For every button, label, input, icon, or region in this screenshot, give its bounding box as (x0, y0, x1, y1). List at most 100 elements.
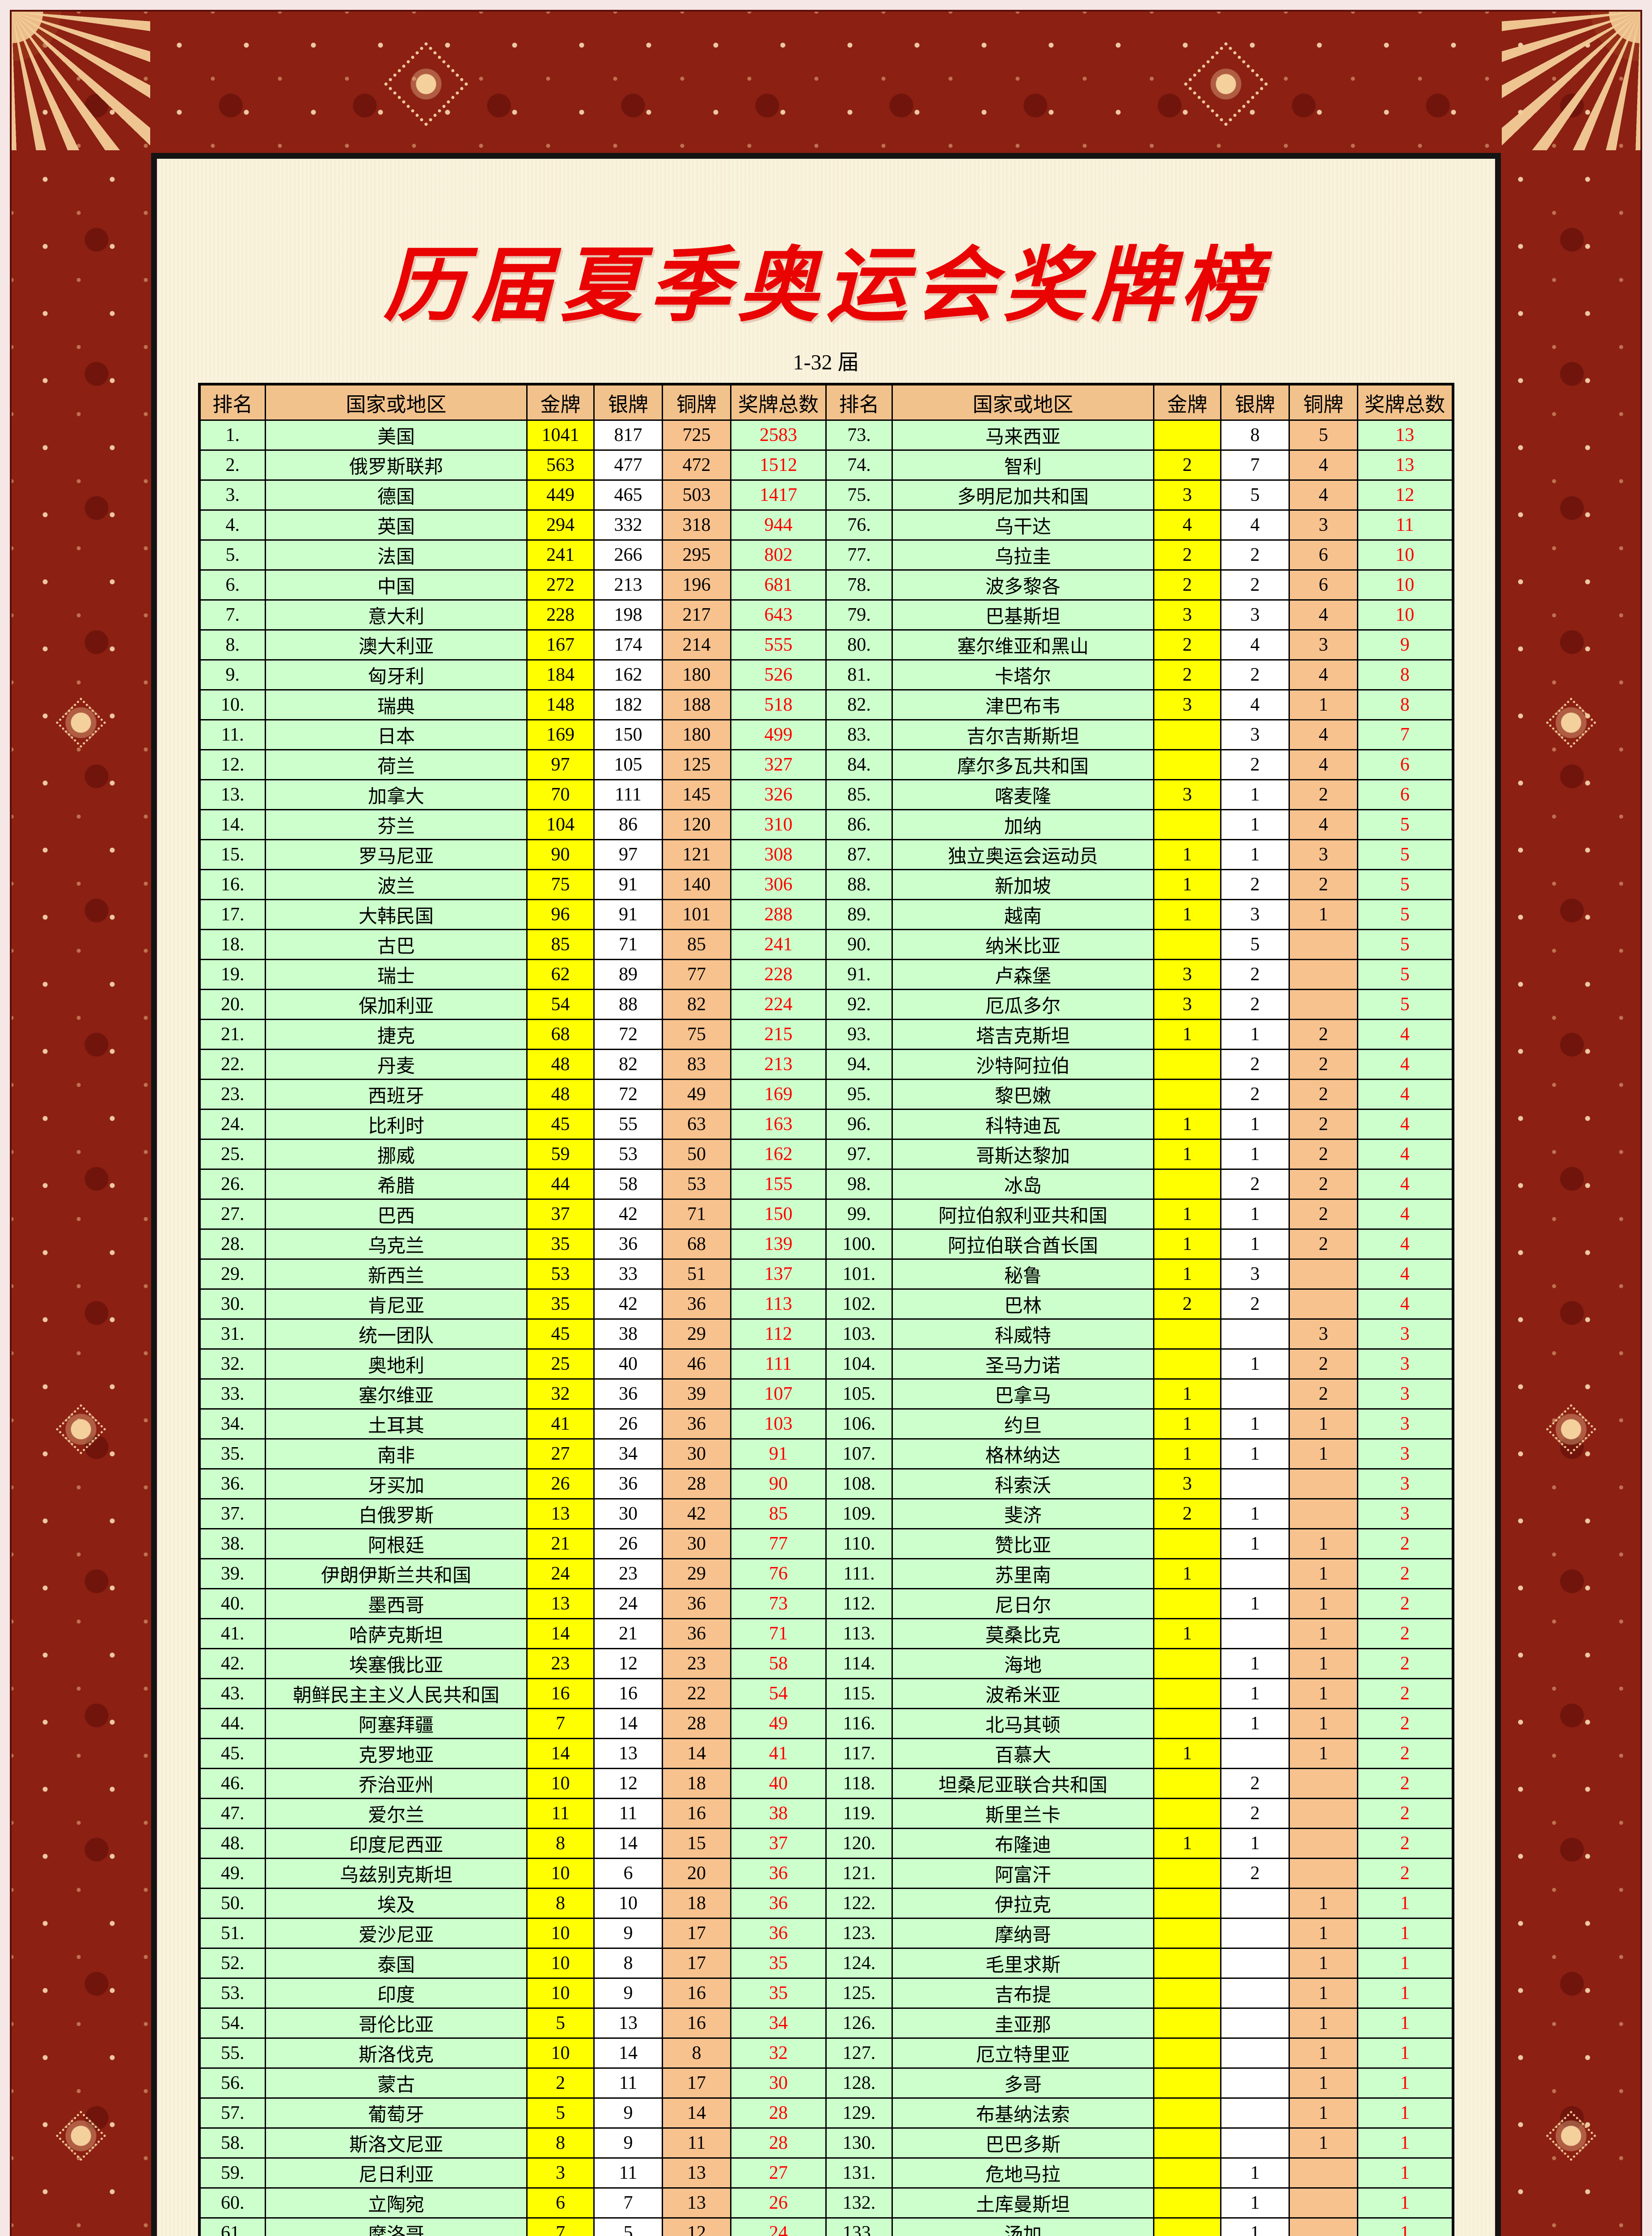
right-silver-cell: 1 (1220, 2187, 1290, 2219)
table-row: 57. 葡萄牙 5 9 14 28 129. 布基纳法索 1 1 (199, 2097, 1453, 2129)
left-total-cell: 150 (730, 1198, 827, 1230)
left-gold-cell: 10 (526, 2037, 595, 2069)
right-name-cell: 格林纳达 (891, 1438, 1154, 1470)
left-name-cell: 巴西 (265, 1198, 528, 1230)
left-rank-cell: 56. (199, 2067, 266, 2099)
right-rank-cell: 101. (825, 1258, 893, 1290)
right-rank-cell: 119. (825, 1798, 893, 1829)
right-name-cell: 土库曼斯坦 (891, 2187, 1154, 2219)
left-rank-cell: 21. (199, 1019, 266, 1050)
left-gold-cell: 37 (526, 1198, 595, 1230)
left-bronze-cell: 82 (662, 989, 731, 1021)
right-total-cell: 1 (1357, 1978, 1453, 2009)
right-rank-cell: 105. (825, 1378, 893, 1410)
frame-diamond-ornament (55, 697, 106, 748)
right-rank-cell: 91. (825, 959, 893, 991)
right-silver-cell: 2 (1220, 1288, 1290, 1320)
table-row: 42. 埃塞俄比亚 23 12 23 58 114. 海地 1 1 2 (199, 1648, 1453, 1680)
right-gold-cell: 3 (1153, 689, 1221, 721)
right-silver-cell: 3 (1220, 599, 1290, 631)
right-gold-cell (1153, 1318, 1221, 1350)
left-bronze-cell: 36 (662, 1618, 731, 1650)
right-total-cell: 1 (1357, 1888, 1453, 1919)
right-rank-cell: 79. (825, 599, 893, 631)
left-gold-cell: 32 (526, 1378, 595, 1410)
left-rank-cell: 25. (199, 1139, 266, 1170)
right-silver-cell: 2 (1220, 1858, 1290, 1889)
right-bronze-cell: 1 (1289, 2097, 1358, 2129)
left-silver-cell: 82 (593, 1049, 663, 1080)
table-row: 29. 新西兰 53 33 51 137 101. 秘鲁 1 3 4 (199, 1258, 1453, 1290)
left-total-cell: 555 (730, 629, 827, 661)
left-silver-cell: 182 (593, 689, 663, 721)
table-row: 9. 匈牙利 184 162 180 526 81. 卡塔尔 2 2 4 8 (199, 659, 1453, 691)
left-bronze-cell: 13 (662, 2157, 731, 2189)
right-name-cell: 秘鲁 (891, 1258, 1154, 1290)
left-gold-cell: 8 (526, 1888, 595, 1919)
table-row: 38. 阿根廷 21 26 30 77 110. 赞比亚 1 1 2 (199, 1528, 1453, 1560)
left-bronze-cell: 17 (662, 1918, 731, 1949)
left-total-cell: 28 (730, 2097, 827, 2129)
left-gold-cell: 48 (526, 1049, 595, 1080)
left-name-cell: 意大利 (265, 599, 528, 631)
right-rank-cell: 84. (825, 749, 893, 781)
left-total-cell: 2583 (730, 419, 827, 451)
left-total-cell: 306 (730, 869, 827, 901)
right-total-cell: 2 (1357, 1588, 1453, 1620)
table-row: 41. 哈萨克斯坦 14 21 36 71 113. 莫桑比克 1 1 2 (199, 1618, 1453, 1650)
right-total-cell: 8 (1357, 659, 1453, 691)
right-silver-cell (1220, 1918, 1290, 1949)
left-silver-cell: 14 (593, 1708, 663, 1740)
right-rank-cell: 104. (825, 1348, 893, 1380)
right-name-cell: 塔吉克斯坦 (891, 1019, 1154, 1050)
right-silver-cell: 2 (1220, 869, 1290, 901)
table-row: 50. 埃及 8 10 18 36 122. 伊拉克 1 1 (199, 1888, 1453, 1919)
left-rank-cell: 9. (199, 659, 266, 691)
left-rank-cell: 57. (199, 2097, 266, 2129)
left-rank-cell: 23. (199, 1079, 266, 1110)
right-total-cell: 4 (1357, 1258, 1453, 1290)
right-silver-cell: 3 (1220, 899, 1290, 931)
right-name-cell: 多哥 (891, 2067, 1154, 2099)
left-name-cell: 挪威 (265, 1139, 528, 1170)
left-rank-cell: 43. (199, 1678, 266, 1710)
left-bronze-cell: 29 (662, 1558, 731, 1590)
right-total-cell: 5 (1357, 899, 1453, 931)
frame-diamond-ornament (1546, 697, 1597, 748)
right-rank-cell: 116. (825, 1708, 893, 1740)
left-silver-cell: 91 (593, 899, 663, 931)
right-name-cell: 科特迪瓦 (891, 1109, 1154, 1140)
left-total-cell: 41 (730, 1738, 827, 1770)
left-silver-cell: 13 (593, 1738, 663, 1770)
right-rank-cell: 113. (825, 1618, 893, 1650)
left-bronze-cell: 46 (662, 1348, 731, 1380)
right-rank-cell: 127. (825, 2037, 893, 2069)
left-bronze-cell: 8 (662, 2037, 731, 2069)
right-bronze-cell: 2 (1289, 1378, 1358, 1410)
right-silver-cell (1220, 2007, 1290, 2039)
column-header-gold: 金牌 (1153, 383, 1221, 421)
left-gold-cell: 10 (526, 1978, 595, 2009)
left-total-cell: 163 (730, 1109, 827, 1140)
table-row: 61. 摩洛哥 7 5 12 24 133. 汤加 1 1 (199, 2217, 1453, 2236)
left-name-cell: 尼日利亚 (265, 2157, 528, 2189)
right-gold-cell: 2 (1153, 539, 1221, 571)
left-name-cell: 波兰 (265, 869, 528, 901)
right-name-cell: 布隆迪 (891, 1828, 1154, 1859)
left-bronze-cell: 71 (662, 1198, 731, 1230)
right-rank-cell: 98. (825, 1169, 893, 1200)
left-total-cell: 643 (730, 599, 827, 631)
right-silver-cell: 1 (1220, 779, 1290, 811)
right-silver-cell: 8 (1220, 419, 1290, 451)
right-gold-cell (1153, 1768, 1221, 1800)
right-bronze-cell: 1 (1289, 899, 1358, 931)
left-silver-cell: 58 (593, 1169, 663, 1200)
left-bronze-cell: 68 (662, 1228, 731, 1260)
right-rank-cell: 83. (825, 719, 893, 751)
left-rank-cell: 58. (199, 2127, 266, 2159)
right-rank-cell: 122. (825, 1888, 893, 1919)
right-name-cell: 哥斯达黎加 (891, 1139, 1154, 1170)
left-bronze-cell: 12 (662, 2217, 731, 2236)
right-total-cell: 6 (1357, 749, 1453, 781)
right-rank-cell: 124. (825, 1948, 893, 1979)
